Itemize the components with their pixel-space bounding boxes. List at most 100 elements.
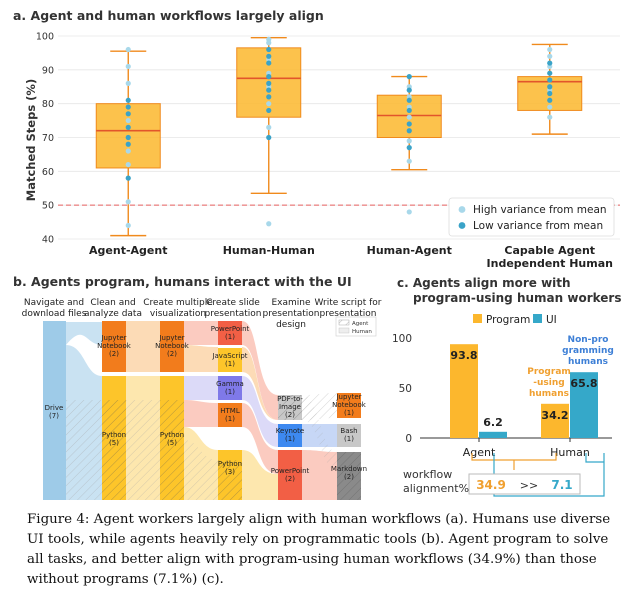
panel-b-legend: Agent Human — [335, 316, 377, 337]
step-header-2: Clean and analyze data — [84, 298, 142, 319]
non-programming-humans-label: Non-pro gramming humans — [562, 335, 614, 367]
c-x-tick-human: Human — [550, 446, 590, 459]
legend-program: Program — [486, 314, 530, 326]
node-python-2-label: Python (5) — [160, 431, 184, 447]
legend-high-variance: High variance from mean — [473, 204, 607, 216]
node-markdown-label: Markdown (2) — [331, 465, 367, 481]
point-low-variance — [406, 145, 412, 151]
bar-label-agent-ui: 6.2 — [483, 416, 503, 429]
y-tick-70: 70 — [42, 133, 54, 144]
point-high-variance — [266, 40, 272, 46]
bar-label-human-ui: 65.8 — [570, 377, 597, 390]
point-low-variance — [406, 74, 412, 80]
panel-b-title: b. Agents program, humans interact with … — [13, 274, 352, 289]
alignment-box — [468, 473, 581, 495]
node-jupyter-2 — [160, 321, 184, 372]
point-low-variance — [266, 107, 272, 114]
legend-program-swatch — [473, 314, 482, 323]
node-jupyter-1 — [102, 321, 126, 372]
y-tick-60: 60 — [42, 167, 54, 178]
alignment-label: workflow alignment% — [403, 468, 469, 495]
bar-human-program — [541, 403, 569, 438]
point-low-variance — [125, 134, 131, 141]
point-high-variance — [406, 138, 412, 144]
step-header-4: Create slide presentation — [205, 298, 262, 319]
point-high-variance — [125, 63, 131, 70]
point-low-variance — [125, 104, 131, 110]
legend-human-swatch — [338, 327, 350, 334]
point-high-variance — [266, 221, 272, 227]
bar-agent-program — [450, 344, 478, 438]
point-low-variance — [125, 124, 131, 130]
point-low-variance — [266, 46, 272, 53]
flow-jupyter-javascript — [184, 345, 218, 372]
point-high-variance — [125, 117, 131, 124]
flow-jupyter-powerpoint — [184, 321, 218, 345]
step-header-6: Write script for presentation — [315, 298, 382, 319]
node-gamma — [218, 376, 242, 400]
point-low-variance — [547, 70, 553, 76]
point-low-variance — [547, 90, 553, 97]
panel-c-title-line2: program-using human workers — [413, 291, 621, 305]
point-high-variance — [266, 124, 272, 130]
panel-c-legend: Program UI — [473, 314, 557, 326]
flow-javascript-pdf — [242, 347, 278, 420]
c-y-tick-0: 0 — [405, 433, 412, 445]
node-keynote — [278, 424, 302, 447]
panel-b-step-headers: Navigate and download files Clean and anal… — [22, 298, 382, 330]
point-low-variance — [406, 107, 412, 114]
node-bash-label: Bash (1) — [340, 427, 357, 443]
point-low-variance — [125, 175, 131, 181]
point-low-variance — [547, 84, 553, 90]
point-high-variance — [125, 222, 131, 229]
panel-a-title: a. Agent and human workflows largely ali… — [13, 8, 324, 23]
panel-c-title-line1: c. Agents align more with — [397, 276, 571, 290]
x-tick-1: Agent-Agent — [89, 244, 167, 257]
point-high-variance — [125, 161, 131, 168]
node-powerpoint-2-label: PowerPoint (2) — [271, 467, 310, 483]
node-keynote-label: Keynote (1) — [276, 427, 304, 443]
node-drive-label: Drive (7) — [45, 404, 64, 420]
panel-c-annotations: Non-pro gramming humans Program -using human… — [403, 335, 614, 497]
point-high-variance — [125, 80, 131, 86]
point-high-variance — [547, 104, 553, 110]
node-gamma-label: Gamma (1) — [216, 380, 244, 396]
flow-python-html — [184, 400, 218, 427]
point-low-variance — [266, 74, 272, 80]
x-tick-3: Human-Agent — [367, 244, 452, 257]
point-low-variance — [406, 128, 412, 134]
node-javascript — [218, 348, 242, 372]
point-high-variance — [125, 148, 131, 154]
legend-ui-swatch — [533, 314, 542, 323]
point-high-variance — [406, 158, 412, 164]
point-low-variance — [125, 111, 131, 117]
point-high-variance — [547, 46, 553, 53]
legend-low-variance: Low variance from mean — [473, 220, 603, 232]
legend-high-variance-marker — [458, 206, 466, 213]
legend-low-variance-marker — [458, 222, 466, 229]
flow-jupyter-jupyter — [126, 321, 160, 372]
node-drive — [43, 321, 66, 500]
point-low-variance — [547, 77, 553, 83]
alignment-ui-value: 7.1 — [551, 478, 572, 492]
figure-caption: Figure 4: Agent workers largely align wi… — [27, 510, 627, 590]
point-low-variance — [266, 60, 272, 66]
legend-agent-swatch — [338, 319, 350, 326]
point-high-variance — [406, 209, 412, 215]
bar-label-agent-program: 93.8 — [450, 349, 477, 362]
point-low-variance — [266, 53, 272, 59]
point-low-variance — [547, 60, 553, 66]
point-low-variance — [266, 94, 272, 100]
point-low-variance — [266, 134, 272, 141]
point-high-variance — [125, 199, 131, 205]
flow-powerpoint-pdf — [242, 321, 278, 420]
point-low-variance — [266, 80, 272, 86]
point-high-variance — [125, 46, 131, 53]
node-jupyter-3-label: Jupyter Notebook (1) — [332, 393, 367, 417]
panel-a-legend: High variance from mean Low variance fro… — [448, 197, 615, 237]
point-low-variance — [547, 97, 553, 103]
c-y-tick-50: 50 — [399, 383, 412, 395]
node-jupyter-3 — [337, 393, 361, 418]
caption-label: Figure 4: — [27, 512, 90, 527]
